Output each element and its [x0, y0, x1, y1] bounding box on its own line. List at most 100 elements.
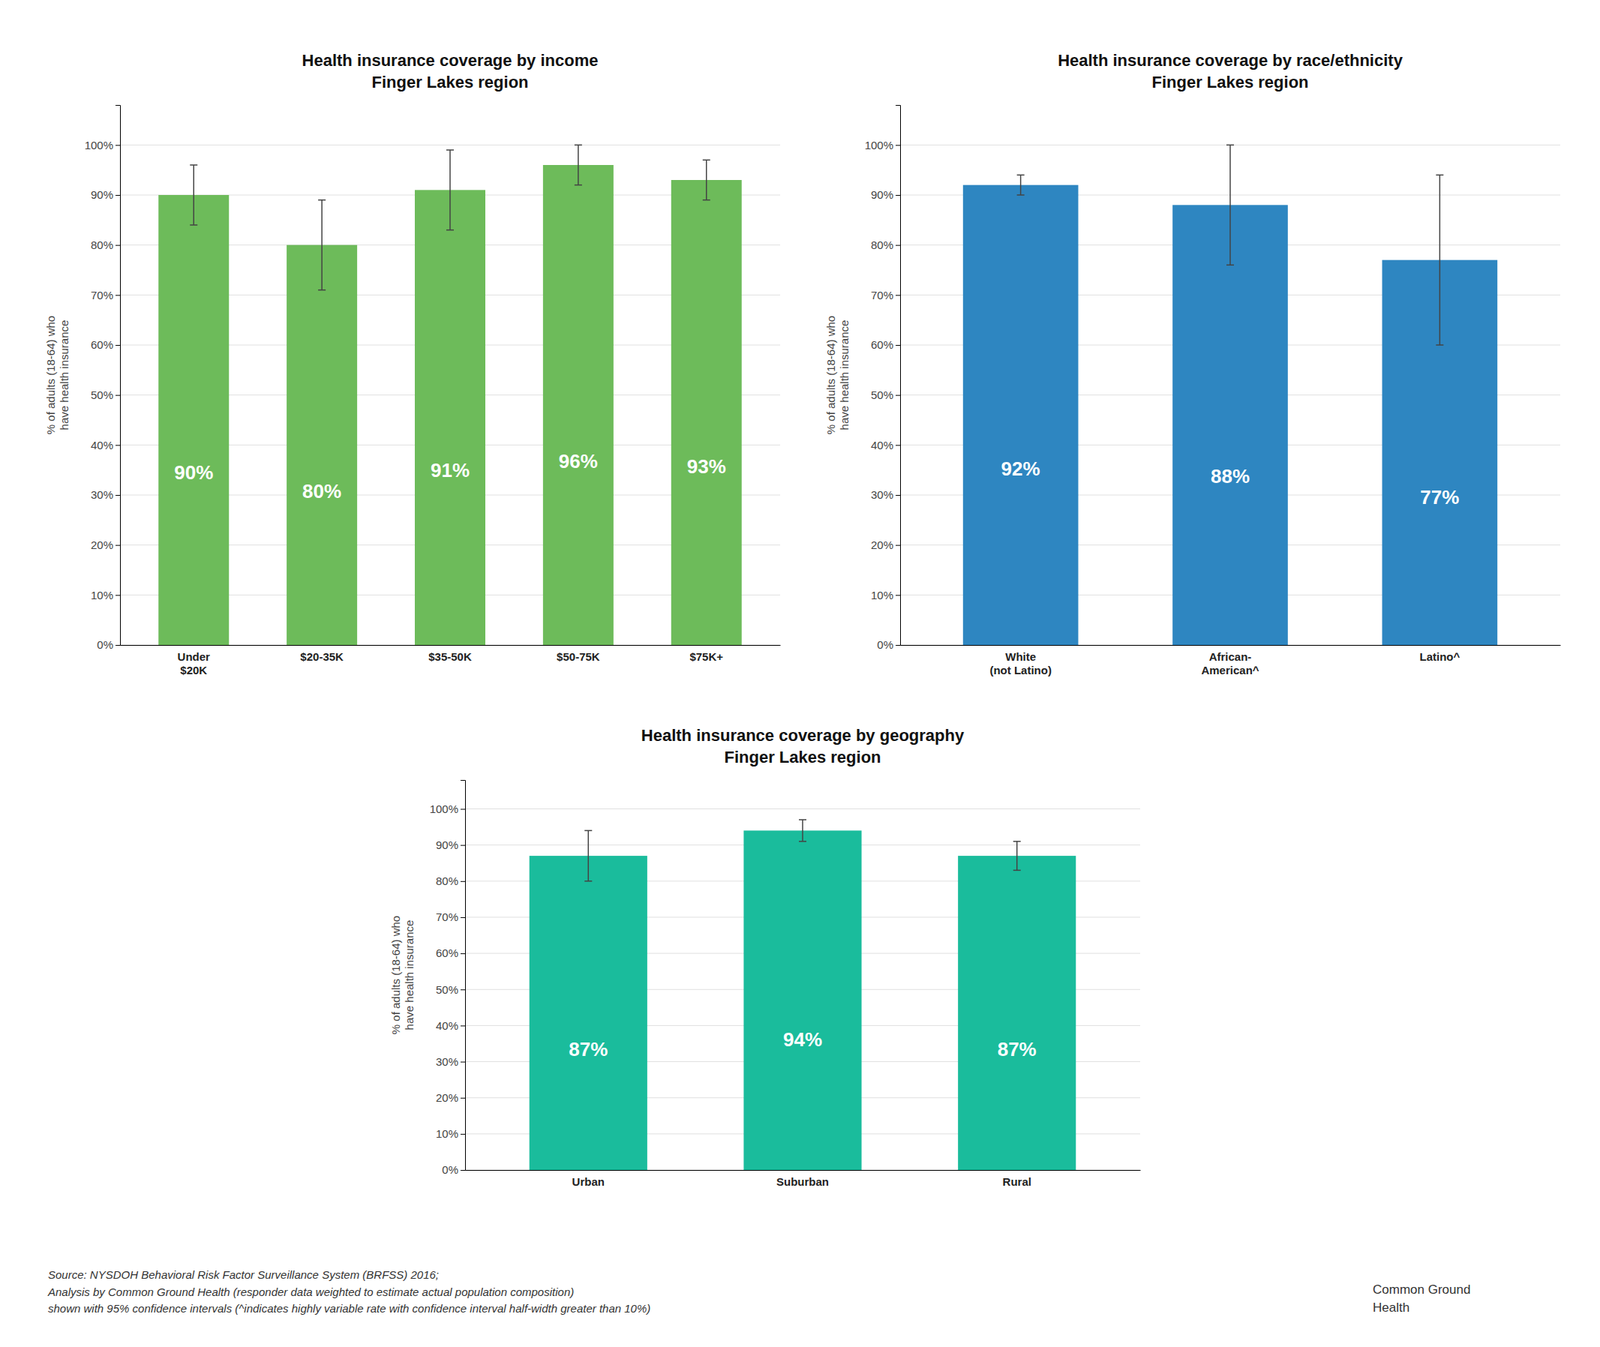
x-tick: $20-35K — [300, 650, 344, 664]
x-tick: African-American^ — [1200, 650, 1259, 677]
bar — [957, 855, 1076, 1171]
text-line: Under — [177, 650, 211, 664]
bar — [1172, 204, 1288, 646]
y-axis-title: % of adults (18-64) whohave health insur… — [44, 315, 71, 435]
error-bar-stem — [1020, 174, 1022, 196]
y-tick: 60% — [435, 946, 466, 960]
error-bar-cap — [1435, 344, 1444, 346]
text-line: White — [1005, 650, 1036, 664]
y-tick-mark — [460, 1062, 466, 1063]
y-axis-title: % of adults (18-64) whohave health insur… — [389, 915, 416, 1035]
text-line: $35-50K — [428, 650, 472, 664]
x-axis-line — [120, 645, 781, 646]
y-tick-mark — [115, 144, 121, 146]
error-bar-stem — [801, 819, 804, 842]
y-tick-label: 90% — [90, 188, 114, 202]
text-line: shown with 95% confidence intervals (^in… — [48, 1302, 651, 1315]
x-tick-label: $20-35K — [300, 650, 344, 664]
data-labels: 90%80%91%96%93% — [174, 450, 727, 504]
grid — [900, 144, 1561, 646]
y-tick: 50% — [435, 983, 466, 997]
x-axis: White(not Latino)African-American^Latino… — [900, 645, 1561, 677]
y-tick-label: 10% — [870, 588, 894, 602]
y-tick-label: 0% — [441, 1163, 459, 1177]
y-tick: 80% — [435, 874, 466, 888]
plot-area — [158, 144, 742, 646]
x-tick: $35-50K — [428, 650, 472, 664]
text-line: Suburban — [776, 1175, 829, 1189]
y-tick-mark — [460, 1134, 466, 1135]
figure: 90%80%91%96%93%0%10%20%30%40%50%60%70%80… — [0, 0, 1600, 1347]
x-tick-label: Latino^ — [1419, 650, 1460, 664]
y-tick-label: 90% — [870, 188, 894, 202]
y-tick-label: 30% — [435, 1055, 459, 1069]
data-label: 80% — [302, 480, 342, 503]
y-tick: 90% — [870, 188, 901, 202]
text-line: Health insurance coverage by race/ethnic… — [1057, 51, 1404, 70]
error-bar-cap — [446, 149, 454, 151]
error-bar-cap — [1435, 174, 1444, 177]
grid — [120, 144, 781, 646]
y-tick-label: 30% — [870, 488, 894, 502]
error-bar — [1013, 841, 1021, 871]
y-tick: 100% — [864, 138, 901, 152]
x-tick: Suburban — [776, 1175, 829, 1189]
error-bar-cap — [318, 199, 326, 202]
error-bar-cap — [318, 289, 326, 292]
x-tick: Latino^ — [1419, 650, 1460, 664]
bar — [963, 185, 1079, 646]
error-bar — [584, 830, 592, 881]
plot-area — [963, 144, 1498, 646]
y-tick-label: 0% — [876, 638, 894, 652]
error-bar-cap — [1013, 840, 1021, 843]
text-line: % of adults (18-64) who — [824, 315, 838, 435]
error-bar-cap — [798, 819, 807, 821]
text-line: have health insurance — [402, 920, 416, 1031]
x-tick: $75K+ — [689, 650, 724, 664]
x-axis: Under$20K$20-35K$35-50K$50-75K$75K+ — [120, 645, 781, 677]
y-tick-label: 90% — [435, 838, 459, 852]
y-tick: 70% — [870, 288, 901, 302]
y-tick: 30% — [870, 488, 901, 502]
x-tick-label: $75K+ — [689, 650, 724, 664]
y-tick-mark — [895, 144, 901, 146]
y-tick: 0% — [441, 1163, 466, 1177]
error-bar-stem — [588, 830, 590, 881]
data-label: 77% — [1419, 486, 1459, 509]
y-tick: 50% — [870, 388, 901, 402]
x-tick-label: Suburban — [776, 1175, 829, 1189]
y-tick-mark — [115, 294, 121, 296]
y-tick: 10% — [870, 588, 901, 602]
y-tick: 60% — [90, 338, 121, 352]
y-tick: 30% — [435, 1055, 466, 1069]
y-tick: 100% — [429, 802, 466, 816]
y-tick-label: 50% — [90, 388, 114, 402]
bar — [286, 245, 358, 646]
text-line: Health insurance coverage by income — [302, 51, 599, 70]
y-tick-mark — [895, 444, 901, 446]
text-line: Finger Lakes region — [1151, 72, 1309, 92]
y-tick-mark — [895, 545, 901, 547]
x-tick-label: African-American^ — [1200, 650, 1259, 677]
y-tick-label: 80% — [435, 874, 459, 888]
x-tick-label: $35-50K — [428, 650, 472, 664]
y-tick: 0% — [876, 638, 901, 652]
y-axis-line — [115, 105, 121, 646]
error-bar-cap — [1017, 194, 1025, 196]
y-tick: 100% — [84, 138, 121, 152]
text-line: $50-75K — [556, 650, 601, 664]
y-tick-mark — [895, 345, 901, 346]
chart-title: Health insurance coverage by geographyFi… — [641, 726, 965, 767]
bar — [543, 165, 614, 646]
y-tick: 0% — [96, 638, 121, 652]
text-line: $75K+ — [689, 650, 724, 664]
text-line: African- — [1209, 650, 1252, 664]
y-tick-label: 60% — [90, 338, 114, 352]
x-tick-label: $50-75K — [556, 650, 601, 664]
data-label: 88% — [1210, 465, 1250, 488]
y-tick-mark — [460, 1170, 466, 1171]
error-bar-cap — [702, 199, 711, 202]
y-tick-mark — [895, 645, 901, 646]
y-tick-label: 0% — [96, 638, 114, 652]
y-tick-mark — [460, 1098, 466, 1099]
